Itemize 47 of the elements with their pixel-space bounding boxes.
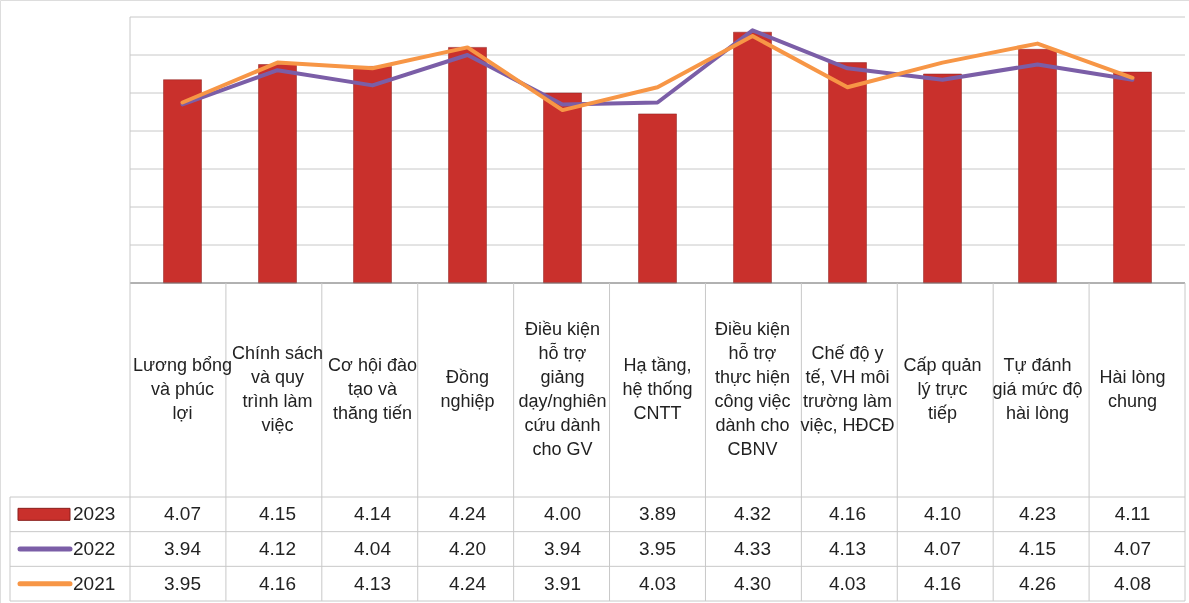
data-label: 4.15 (1019, 538, 1056, 559)
x-tick-label: Điều kiện hỗ trợ giảng dạy/nghiên cứu dành cho GV (518, 319, 607, 459)
data-label: 4.10 (924, 503, 961, 525)
data-label: 4.08 (1114, 572, 1151, 594)
x-tick-label: Hài lòng chung (1099, 367, 1166, 411)
data-label: 3.89 (639, 503, 676, 525)
data-label: 4.12 (259, 538, 296, 559)
x-tick-label: Chính sách và quy trình làm việc (231, 343, 324, 435)
x-tick-label: Điều kiện hỗ trợ thực hiện công việc dành cho CBNV (714, 319, 791, 459)
data-label: 4.16 (829, 503, 866, 525)
data-label: 4.04 (354, 538, 392, 559)
data-label: 4.07 (1114, 538, 1151, 559)
x-tick-label: Đồng nghiệp (440, 367, 495, 411)
data-label: 4.14 (354, 503, 392, 525)
data-label: 4.30 (734, 572, 771, 594)
data-label: 3.94 (164, 538, 202, 559)
data-label: 3.95 (639, 538, 676, 559)
legend-label: 2023 (73, 503, 116, 525)
data-label: 4.26 (1019, 572, 1056, 594)
data-label: 4.13 (829, 538, 866, 559)
legend-label: 2022 (73, 538, 116, 559)
x-tick-label: Hạ tầng, hệ thống CNTT (622, 355, 693, 423)
data-label: 4.20 (449, 538, 486, 559)
data-label: 4.32 (734, 503, 771, 525)
data-label: 4.24 (449, 503, 487, 525)
data-label: 4.11 (1114, 503, 1151, 525)
x-tick-label: Tự đánh giá mức độ hài lòng (992, 355, 1083, 423)
legend-label: 2021 (73, 572, 116, 594)
data-label: 3.91 (544, 572, 581, 594)
data-label: 4.13 (354, 572, 391, 594)
data-label: 4.07 (924, 538, 961, 559)
data-label: 4.23 (1019, 503, 1056, 525)
x-tick-label: Cấp quản lý trực tiếp (903, 355, 982, 423)
data-label: 4.16 (259, 572, 296, 594)
data-label: 4.00 (544, 503, 581, 525)
data-label: 3.95 (164, 572, 201, 594)
x-tick-label: Lương bổng và phúc lợi (133, 355, 232, 423)
data-label: 4.24 (449, 572, 487, 594)
x-tick-label: Chế độ y tế, VH môi trường làm việc, HĐCĐ (800, 343, 895, 435)
data-label: 4.15 (259, 503, 296, 525)
x-tick-label: Cơ hội đào tạo và thăng tiến (328, 355, 417, 423)
data-label: 4.03 (639, 572, 676, 594)
data-label: 4.03 (829, 572, 866, 594)
data-label: 4.16 (924, 572, 961, 594)
data-label: 4.33 (734, 538, 771, 559)
data-label: 4.07 (164, 503, 201, 525)
data-label: 3.94 (544, 538, 582, 559)
